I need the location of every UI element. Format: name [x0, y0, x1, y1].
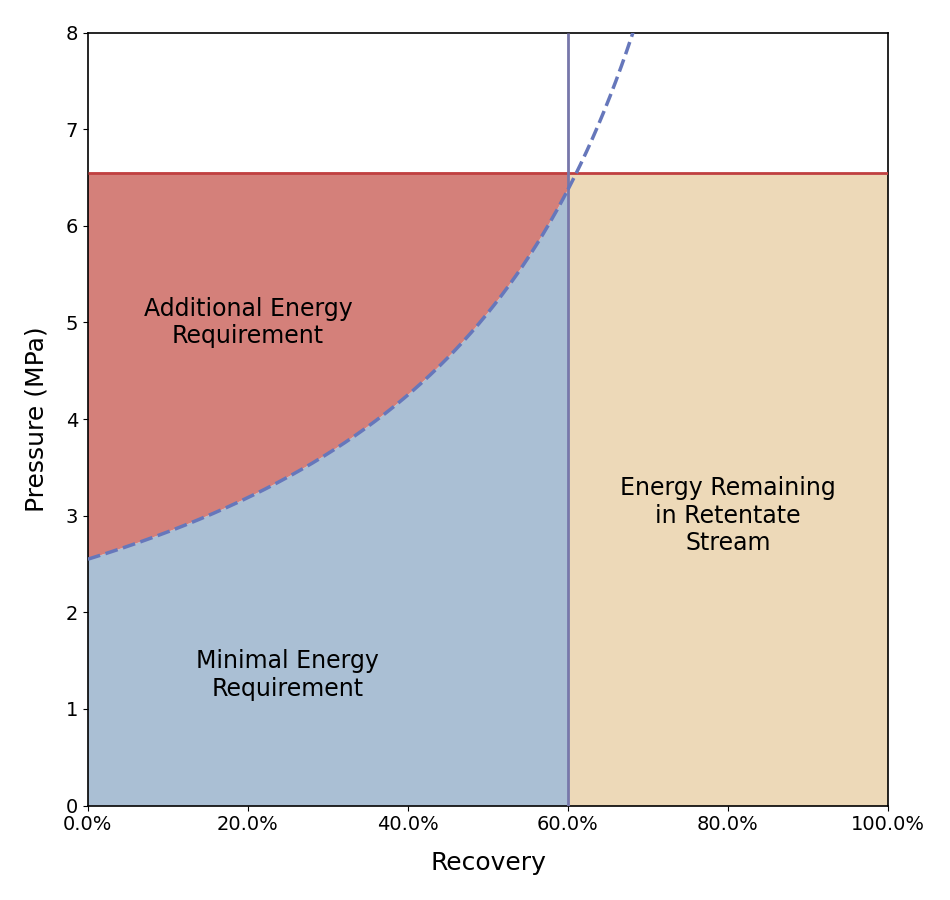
- Polygon shape: [88, 173, 568, 559]
- Text: Additional Energy
Requirement: Additional Energy Requirement: [143, 296, 352, 348]
- X-axis label: Recovery: Recovery: [430, 851, 546, 875]
- Text: Minimal Energy
Requirement: Minimal Energy Requirement: [197, 649, 379, 701]
- Polygon shape: [88, 190, 568, 806]
- Polygon shape: [568, 173, 888, 806]
- Y-axis label: Pressure (MPa): Pressure (MPa): [25, 326, 49, 512]
- Text: Energy Remaining
in Retentate
Stream: Energy Remaining in Retentate Stream: [620, 476, 836, 555]
